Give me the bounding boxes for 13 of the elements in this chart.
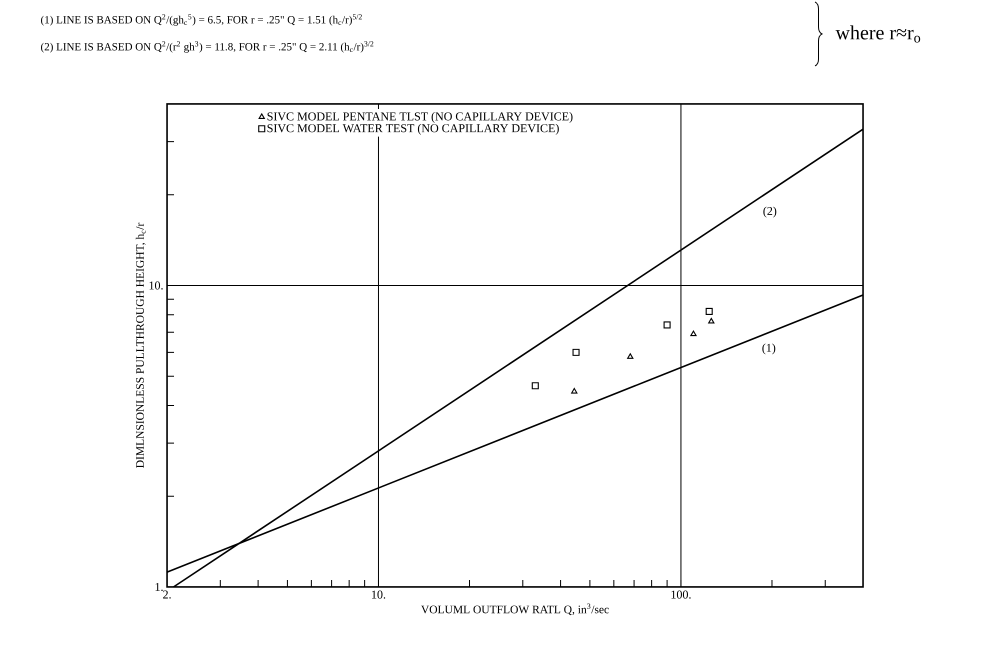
chart-title: (1) LINE IS BASED ON Q$^{2}$/(gh$_{c}$$^{5}$) = 6.5, FOR r = .25" Q = 1.51 (h$_{c}$/r)$^{5/2}$ (41, 14, 362, 26)
x-tick-label: 10. (372, 590, 386, 599)
legend-label: SIVC MODEL PENTANE TLST (NO CAPILLARY DEVICE) (268, 112, 573, 123)
x-tick-label: 2. (163, 590, 171, 599)
series-label: (2) (763, 206, 776, 218)
y-tick-label: 1. (156, 582, 163, 592)
text: (2) LINE IS BASED ON Q$^{2}$/(r$^{2}$ gh$^{3}$) = 11.8, FOR r = .25" Q = 2.11 (h$_{c}$/r)$^{3/2}$ (41, 41, 374, 53)
y-axis-title: DIMLNSIONLESS PULLTHROUGH HEIGHT, h$_{c}$/r (136, 222, 146, 468)
x-tick-label: 100. (671, 590, 691, 599)
text: where r≈r$_{o}$ (836, 25, 920, 43)
series-label: (1) (762, 343, 776, 354)
legend-label: SIVC MODEL WATER TEST (NO CAPILLARY DEVICE) (268, 124, 559, 135)
x-axis-title: VOLUML OUTFLOW RATL Q, in$^{3}$/sec (421, 604, 609, 616)
